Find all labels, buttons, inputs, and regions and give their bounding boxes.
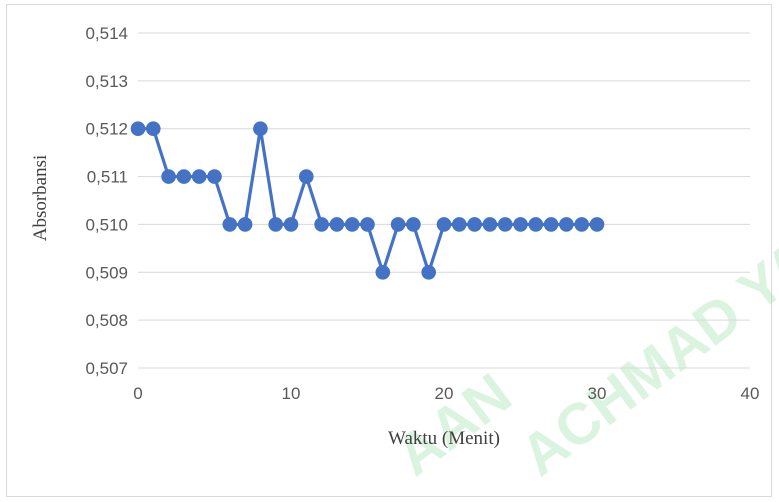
data-point xyxy=(497,217,513,232)
y-axis-title: Absorbansi xyxy=(30,155,51,242)
data-point xyxy=(528,217,544,232)
x-axis-title: Waktu (Menit) xyxy=(388,428,500,449)
data-point xyxy=(344,217,360,232)
data-point xyxy=(360,217,375,232)
y-tick-label: 0,509 xyxy=(85,263,128,282)
y-tick-label: 0,507 xyxy=(85,359,128,378)
x-tick-label: 10 xyxy=(282,384,301,403)
gridlines xyxy=(138,32,750,369)
data-point xyxy=(452,217,467,232)
data-point xyxy=(161,169,176,184)
y-tick-label: 0,514 xyxy=(85,24,128,43)
y-tick-label: 0,511 xyxy=(87,168,128,187)
y-tick-label: 0,512 xyxy=(85,120,128,139)
data-point xyxy=(436,217,452,232)
data-point xyxy=(314,217,329,232)
data-point xyxy=(574,217,590,232)
data-point xyxy=(237,217,253,232)
data-point xyxy=(589,217,605,232)
data-point xyxy=(253,121,268,137)
data-point xyxy=(482,217,498,232)
data-point xyxy=(329,217,345,232)
x-tick-label: 0 xyxy=(133,384,142,403)
data-point xyxy=(176,169,192,184)
x-tick-label: 30 xyxy=(588,384,607,403)
data-point xyxy=(191,169,207,184)
x-tick-label: 20 xyxy=(435,384,454,403)
data-point xyxy=(268,217,284,232)
series-0-line xyxy=(138,127,597,274)
watermark: AAN ACHMAD YA xyxy=(384,227,779,488)
data-point xyxy=(406,217,421,232)
watermark-line-2: ACHMAD YA xyxy=(509,227,779,488)
data-point xyxy=(543,217,559,232)
data-point xyxy=(421,264,437,280)
data-point xyxy=(146,121,161,137)
data-point xyxy=(390,217,406,232)
data-point xyxy=(467,217,482,232)
x-tick-label: 40 xyxy=(741,384,760,403)
y-tick-label: 0,508 xyxy=(85,311,128,330)
data-point xyxy=(375,264,391,280)
y-axis-ticks: 0,507 0,508 0,509 0,510 0,511 0,512 0,513 0,514 xyxy=(85,24,128,378)
data-point xyxy=(513,217,528,232)
y-tick-label: 0,513 xyxy=(85,72,128,91)
series-line xyxy=(130,121,605,280)
data-point xyxy=(559,217,574,232)
x-axis-ticks: 0 10 20 30 40 xyxy=(133,384,759,403)
data-point xyxy=(207,169,222,184)
watermark-line-1: AAN xyxy=(384,361,523,489)
data-point xyxy=(283,217,299,232)
y-tick-label: 0,510 xyxy=(85,215,128,234)
data-point xyxy=(130,121,146,137)
data-point xyxy=(222,217,238,232)
data-point xyxy=(299,169,314,184)
